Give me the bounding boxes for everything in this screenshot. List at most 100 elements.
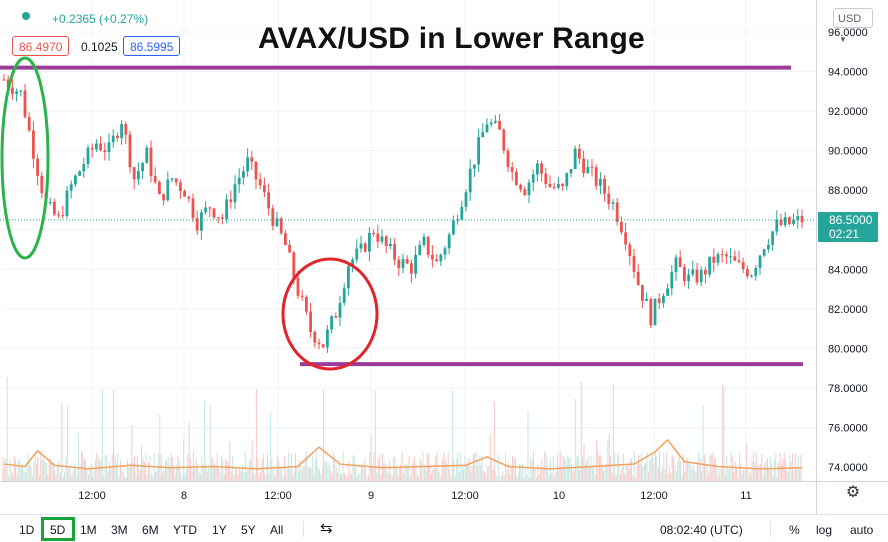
chart-title: AVAX/USD in Lower Range <box>258 22 645 55</box>
candle-body <box>23 90 27 118</box>
candle-body <box>552 186 556 188</box>
candle-body <box>326 329 329 348</box>
candlesticks <box>2 73 804 353</box>
candle-body <box>166 179 170 201</box>
candle-body <box>284 233 287 246</box>
candle-body <box>762 249 766 256</box>
candle-body <box>158 182 161 195</box>
timeframe-all[interactable]: All <box>270 523 284 537</box>
y-tick-label: 76.0000 <box>828 422 868 434</box>
candle-body <box>573 148 577 169</box>
candle-body <box>750 275 753 277</box>
candle-body <box>510 167 514 172</box>
candle-body <box>561 183 564 187</box>
candle-body <box>313 332 317 343</box>
candle-body <box>422 236 426 246</box>
timeframe-ytd[interactable]: YTD <box>173 523 197 537</box>
candle-body <box>389 243 392 247</box>
currency-selector[interactable]: USD ▼ <box>833 8 873 44</box>
active-timeframe-highlight <box>41 517 75 541</box>
timeframe-1m[interactable]: 1M <box>80 523 97 537</box>
bar-countdown: 02:21 <box>829 227 860 241</box>
candle-body <box>162 194 165 201</box>
candle-body <box>78 171 81 176</box>
candle-body <box>204 207 207 213</box>
candle-body <box>347 266 350 289</box>
bid-price[interactable]: 86.4970 <box>12 36 70 56</box>
candle-body <box>132 167 136 180</box>
candle-body <box>153 175 157 183</box>
candle-body <box>536 163 539 175</box>
candle-body <box>733 256 737 261</box>
candle-body <box>494 120 497 123</box>
green-circle-annotation <box>0 56 50 260</box>
clock-time[interactable]: 08:02:40 (UTC) <box>660 523 743 537</box>
candle-body <box>737 260 741 263</box>
candle-body <box>208 207 212 209</box>
candle-body <box>86 147 90 165</box>
candle-body <box>368 232 371 252</box>
candle-body <box>674 257 678 273</box>
ask-price[interactable]: 86.5995 <box>123 36 181 56</box>
axes <box>0 0 888 514</box>
candle-body <box>426 236 430 255</box>
candle-body <box>36 158 39 176</box>
candle-body <box>414 254 417 274</box>
candle-body <box>82 164 86 172</box>
annotation-circles <box>0 56 379 371</box>
candle-body <box>107 142 111 153</box>
timeframe-5y[interactable]: 5Y <box>241 523 256 537</box>
candle-body <box>699 269 703 283</box>
candle-body <box>397 259 401 269</box>
timeframe-3m[interactable]: 3M <box>111 523 128 537</box>
candle-body <box>704 269 707 275</box>
candle-body <box>254 161 258 180</box>
candle-body <box>477 137 480 165</box>
red-circle-annotation <box>281 257 379 371</box>
candle-body <box>384 236 388 247</box>
candle-body <box>116 135 119 139</box>
candle-body <box>506 150 510 168</box>
candle-body <box>271 208 275 226</box>
y-tick-label: 90.0000 <box>828 146 868 158</box>
currency-label: USD <box>838 13 862 25</box>
candle-body <box>578 148 581 159</box>
candle-body <box>111 135 115 143</box>
candle-body <box>607 193 611 204</box>
candle-body <box>641 284 644 301</box>
candle-body <box>74 175 77 185</box>
candle-body <box>355 248 359 260</box>
y-axis-ticks: 96.000094.000092.000090.000088.000086.00… <box>828 27 868 474</box>
candle-body <box>590 166 594 168</box>
candle-body <box>170 178 174 180</box>
percent-toggle[interactable]: % <box>789 523 800 537</box>
x-tick-label: 8 <box>181 490 187 502</box>
date-range-icon[interactable]: ⇆ <box>320 520 333 537</box>
candle-body <box>611 202 615 204</box>
candle-body <box>195 218 199 231</box>
log-toggle[interactable]: log <box>816 523 833 537</box>
candle-body <box>678 257 682 267</box>
volume-moving-average <box>3 438 803 470</box>
candle-body <box>653 298 657 326</box>
candle-body <box>636 271 640 285</box>
candle-body <box>523 189 527 196</box>
timeframe-1d[interactable]: 1D <box>19 523 35 537</box>
y-tick-label: 94.0000 <box>828 67 868 79</box>
y-tick-label: 96.0000 <box>828 27 868 39</box>
candle-body <box>544 173 548 184</box>
candle-body <box>452 220 455 235</box>
auto-toggle[interactable]: auto <box>850 523 874 537</box>
gear-icon[interactable]: ⚙ <box>845 484 861 501</box>
x-tick-label: 12:00 <box>264 490 292 502</box>
candle-body <box>15 91 18 94</box>
candle-body <box>128 134 132 168</box>
candle-body <box>435 259 438 262</box>
timeframe-5d[interactable]: 5D <box>50 523 66 537</box>
timeframe-6m[interactable]: 6M <box>142 523 159 537</box>
timeframe-1y[interactable]: 1Y <box>212 523 227 537</box>
y-tick-label: 74.0000 <box>828 462 868 474</box>
candle-body <box>61 214 65 217</box>
candle-body <box>351 259 354 267</box>
